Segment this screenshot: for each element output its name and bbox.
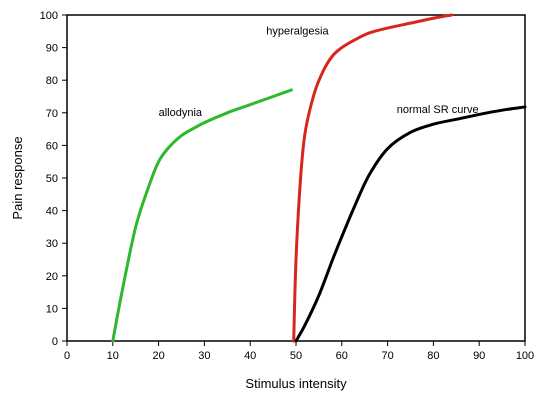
y-tick-label: 50 [46,173,58,185]
annotation-label: allodynia [159,107,203,119]
annotation-label: hyperalgesia [266,26,329,38]
y-tick-label: 40 [46,206,58,218]
x-tick-label: 80 [427,350,439,362]
x-tick-label: 30 [198,350,210,362]
y-tick-label: 90 [46,43,58,55]
y-tick-label: 70 [46,108,58,120]
y-tick-label: 0 [52,336,58,348]
hyperalgesia-line [292,13,454,343]
y-tick-label: 100 [40,10,58,22]
x-tick-label: 40 [244,350,256,362]
allodynia-line [111,88,293,343]
x-tick-label: 70 [381,350,393,362]
series-layer [111,13,527,343]
y-tick-label: 60 [46,140,58,152]
x-axis-title: Stimulus intensity [245,376,347,391]
y-tick-label: 20 [46,271,58,283]
x-tick-label: 20 [152,350,164,362]
x-tick-label: 90 [473,350,485,362]
annotations: allodynia hyperalgesia normal SR curve [159,26,479,119]
x-axis: 0 10 20 30 40 50 60 70 80 90 100 [64,341,534,362]
x-tick-label: 60 [336,350,348,362]
y-tick-label: 80 [46,75,58,87]
annotation-label: normal SR curve [397,104,479,116]
x-tick-label: 50 [290,350,302,362]
y-tick-label: 10 [46,303,58,315]
y-axis: 0 10 20 30 40 50 60 70 80 90 100 [40,10,67,348]
x-tick-label: 100 [516,350,534,362]
y-tick-label: 30 [46,238,58,250]
y-axis-title: Pain response [10,136,25,219]
normal-sr-curve-line [294,105,527,343]
x-tick-label: 10 [107,350,119,362]
x-tick-label: 0 [64,350,70,362]
